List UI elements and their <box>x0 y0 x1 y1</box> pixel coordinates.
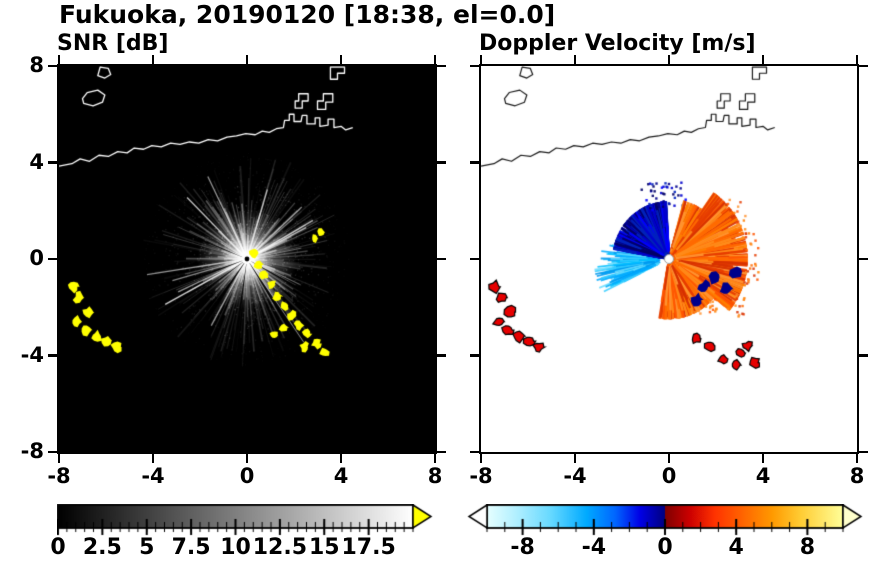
axis-tick <box>339 454 343 463</box>
doppler-colorbar-tick-label: -4 <box>581 535 607 560</box>
y-tick-label: -4 <box>20 342 44 367</box>
y-tick-label: 0 <box>29 246 44 270</box>
axis-tick <box>245 55 249 64</box>
snr-colorbar-tick-label: 0 <box>50 535 66 560</box>
axis-tick <box>437 257 446 261</box>
doppler-colorbar-tick-label: -8 <box>510 535 535 560</box>
axis-tick <box>48 450 57 454</box>
axis-tick <box>859 354 868 357</box>
axis-tick <box>761 454 765 463</box>
figure-title: Fukuoka, 20190120 [18:38, el=0.0] <box>59 0 556 29</box>
axis-tick <box>470 161 479 164</box>
snr-colorbar <box>57 504 433 536</box>
axis-tick <box>573 55 577 64</box>
axis-tick <box>433 454 437 463</box>
axis-tick <box>470 354 479 357</box>
doppler-colorbar-tick-label: 8 <box>799 535 816 560</box>
x-tick-label: 0 <box>239 464 255 488</box>
axis-tick <box>57 55 61 64</box>
snr-colorbar-tick-label: 7.5 <box>171 535 211 560</box>
snr-panel-title: SNR [dB] <box>57 31 169 56</box>
x-tick-label: 8 <box>427 464 443 488</box>
x-tick-label: 0 <box>661 464 677 488</box>
doppler-heatmap-canvas <box>481 66 857 452</box>
axis-tick <box>151 55 155 64</box>
x-tick-label: -8 <box>469 464 493 488</box>
axis-tick <box>859 64 868 68</box>
x-tick-label: 4 <box>755 464 771 488</box>
axis-tick <box>437 354 446 357</box>
axis-tick <box>667 55 671 64</box>
axis-tick <box>573 454 577 463</box>
x-tick-label: -8 <box>47 464 71 488</box>
axis-tick <box>151 454 155 463</box>
x-tick-label: 8 <box>849 464 865 488</box>
snr-plot-area <box>57 64 437 454</box>
doppler-colorbar <box>467 504 863 536</box>
axis-tick <box>437 64 446 68</box>
x-tick-label: -4 <box>563 464 587 488</box>
axis-tick <box>855 454 859 463</box>
snr-colorbar-tick-label: 10 <box>220 535 251 560</box>
snr-colorbar-tick-label: 15 <box>308 535 340 560</box>
axis-tick <box>470 257 479 261</box>
axis-tick <box>470 450 479 454</box>
snr-colorbar-tick-label: 2.5 <box>82 535 122 560</box>
doppler-plot-area <box>479 64 859 454</box>
axis-tick <box>470 64 479 68</box>
axis-tick <box>859 450 868 454</box>
axis-tick <box>437 450 446 454</box>
axis-tick <box>859 161 868 164</box>
doppler-panel-title: Doppler Velocity [m/s] <box>479 31 756 56</box>
doppler-colorbar-tick-label: 0 <box>657 535 673 560</box>
axis-tick <box>761 55 765 64</box>
axis-tick <box>479 454 483 463</box>
axis-tick <box>437 161 446 164</box>
snr-heatmap-canvas <box>59 66 435 452</box>
x-tick-label: 4 <box>333 464 349 488</box>
axis-tick <box>433 55 437 64</box>
axis-tick <box>479 55 483 64</box>
axis-tick <box>48 257 57 261</box>
snr-colorbar-tick-label: 17.5 <box>341 535 396 560</box>
doppler-colorbar-tick-label: 4 <box>728 535 744 560</box>
axis-tick <box>48 354 57 357</box>
axis-tick <box>855 55 859 64</box>
y-tick-label: 4 <box>29 149 44 174</box>
y-tick-label: -8 <box>20 439 44 463</box>
axis-tick <box>859 257 868 261</box>
axis-tick <box>48 161 57 164</box>
axis-tick <box>339 55 343 64</box>
axis-tick <box>667 454 671 463</box>
axis-tick <box>48 64 57 68</box>
axis-tick <box>57 454 61 463</box>
x-tick-label: -4 <box>141 464 165 488</box>
y-tick-label: 8 <box>29 53 44 77</box>
snr-colorbar-tick-label: 5 <box>139 535 155 560</box>
axis-tick <box>245 454 249 463</box>
snr-colorbar-tick-label: 12.5 <box>252 535 308 560</box>
